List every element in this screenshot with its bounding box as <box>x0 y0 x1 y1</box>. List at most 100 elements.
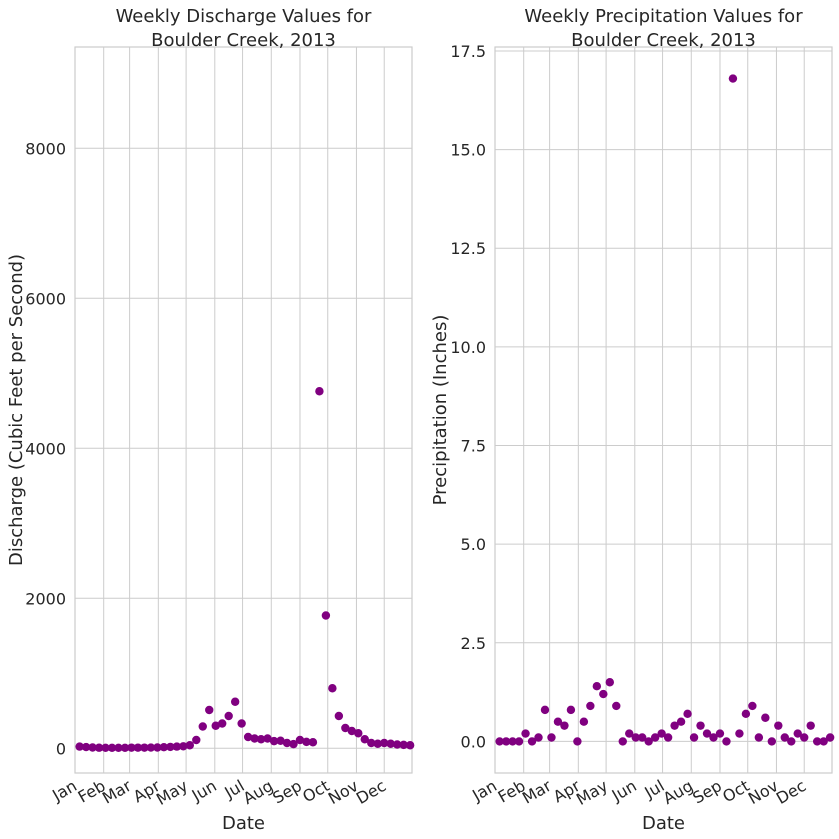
data-point <box>308 738 318 747</box>
data-point <box>761 713 770 722</box>
x-tick-label: May <box>573 776 611 809</box>
y-axis-label: Precipitation (Inches) <box>430 315 451 506</box>
data-point <box>780 733 789 742</box>
x-tick-label: Mar <box>99 776 135 808</box>
y-tick-label: 12.5 <box>450 239 486 258</box>
data-point <box>579 717 589 726</box>
data-point <box>198 722 207 731</box>
data-point <box>501 737 511 746</box>
data-point <box>321 611 331 620</box>
data-point <box>315 387 324 396</box>
data-point <box>127 743 136 752</box>
y-tick-label: 10.0 <box>450 338 486 357</box>
data-point <box>334 711 344 721</box>
data-point <box>328 684 337 693</box>
data-point <box>256 735 266 744</box>
data-point <box>211 721 220 730</box>
data-point <box>101 743 110 752</box>
data-point <box>399 740 408 750</box>
data-point <box>521 729 530 738</box>
data-point <box>638 733 647 742</box>
data-point <box>88 743 97 752</box>
data-point <box>553 717 563 726</box>
data-point <box>276 736 285 745</box>
data-point <box>670 721 679 730</box>
data-point <box>347 726 357 736</box>
data-point <box>405 741 415 750</box>
chart-title: Weekly Discharge Values for <box>116 6 372 27</box>
data-point <box>224 711 233 721</box>
data-point <box>367 738 376 748</box>
y-tick-label: 7.5 <box>461 437 486 456</box>
y-tick-label: 15.0 <box>450 141 486 160</box>
x-axis-label: Date <box>222 813 265 834</box>
data-point <box>205 705 214 715</box>
y-tick-label: 5.0 <box>461 535 486 554</box>
data-point <box>373 739 382 748</box>
data-point <box>754 733 764 742</box>
data-point <box>392 740 402 749</box>
x-tick-label: Dec <box>353 776 389 808</box>
data-point <box>354 729 363 738</box>
data-point <box>146 743 156 752</box>
data-point <box>806 721 815 730</box>
data-point <box>81 742 91 752</box>
data-point <box>696 721 705 730</box>
data-point <box>722 737 731 746</box>
data-point <box>741 709 751 719</box>
data-point <box>380 738 389 748</box>
plot-frame <box>74 46 413 774</box>
data-point <box>540 705 550 715</box>
data-point <box>140 743 149 752</box>
y-tick-label: 0.0 <box>461 732 486 751</box>
data-point <box>663 733 673 742</box>
data-point <box>566 705 576 715</box>
x-tick-label: May <box>153 776 191 809</box>
data-point <box>289 739 298 749</box>
y-tick-label: 8000 <box>25 139 66 158</box>
data-point <box>793 729 802 738</box>
data-point <box>625 729 634 738</box>
x-tick-label: Jun <box>188 776 220 805</box>
data-point <box>341 723 350 733</box>
data-point <box>250 734 259 743</box>
data-point <box>192 735 201 745</box>
data-point <box>631 733 640 742</box>
data-point <box>237 719 246 728</box>
y-tick-label: 2000 <box>25 589 66 608</box>
data-point <box>295 735 305 745</box>
data-point <box>612 701 621 711</box>
y-tick-label: 2.5 <box>461 634 486 653</box>
data-point <box>153 743 162 752</box>
data-point <box>573 737 582 746</box>
chart-title: Boulder Creek, 2013 <box>151 30 336 51</box>
data-point <box>159 743 169 752</box>
data-point <box>94 743 104 752</box>
data-point <box>527 737 537 746</box>
data-point <box>748 701 757 711</box>
data-point <box>800 733 809 742</box>
data-point <box>728 74 738 83</box>
data-point <box>650 733 660 742</box>
data-point <box>386 739 395 748</box>
data-point <box>787 737 796 746</box>
data-point <box>534 733 543 742</box>
data-point <box>263 734 272 743</box>
x-tick-label: Mar <box>519 776 555 808</box>
data-point <box>735 729 744 738</box>
data-point <box>599 689 608 699</box>
data-point <box>657 729 666 738</box>
data-point <box>230 697 240 706</box>
data-point <box>644 737 653 746</box>
data-point <box>133 743 143 752</box>
chart-title: Boulder Creek, 2013 <box>571 30 756 51</box>
plot-frame <box>494 46 833 774</box>
data-point <box>586 701 595 711</box>
data-point <box>495 737 504 746</box>
data-point <box>767 737 777 746</box>
data-point <box>360 735 369 744</box>
data-point <box>605 678 615 687</box>
